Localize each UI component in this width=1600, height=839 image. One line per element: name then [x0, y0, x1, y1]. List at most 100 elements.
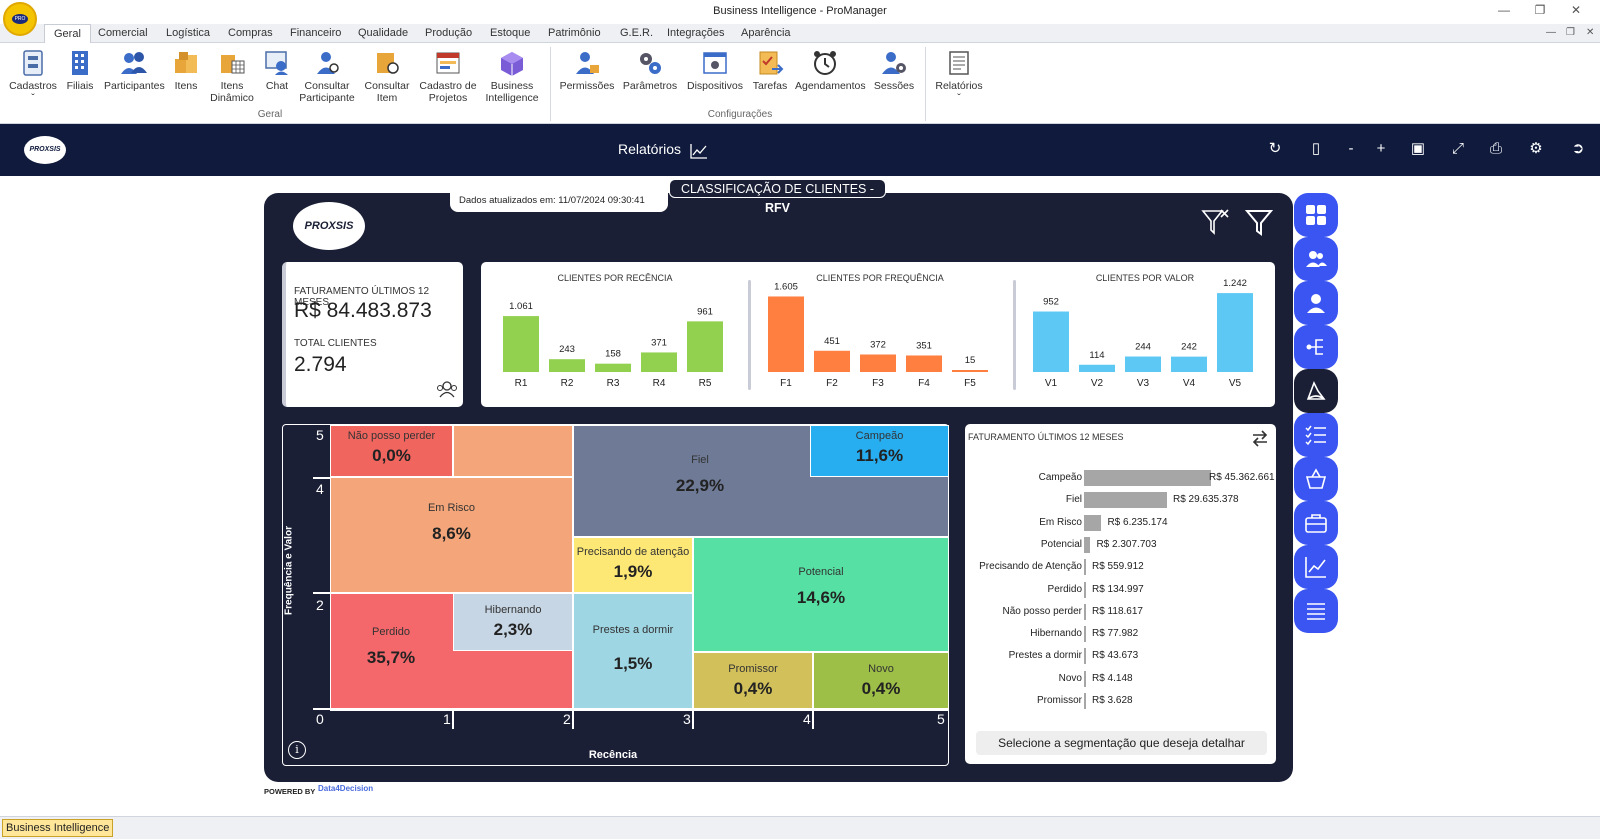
info-icon[interactable]: i — [288, 741, 306, 759]
bar-f5[interactable] — [952, 370, 988, 372]
status-item-bi[interactable]: Business Intelligence — [2, 819, 114, 837]
tarefas-button[interactable]: Tarefas — [740, 49, 800, 92]
tab-patrimonio[interactable]: Patrimônio — [548, 27, 601, 39]
bar-v2[interactable] — [1079, 364, 1115, 372]
segment-precisando-atencao[interactable]: Precisando de atenção 1,9% — [573, 537, 693, 593]
tab-aparencia[interactable]: Aparência — [741, 27, 791, 39]
business-intelligence-button[interactable]: Business Intelligence — [482, 49, 542, 104]
bar-f3[interactable] — [860, 354, 896, 372]
bar-r1[interactable] — [503, 316, 539, 372]
tab-logistica[interactable]: Logística — [166, 27, 211, 39]
segment-campeao[interactable]: Campeão 11,6% — [810, 425, 949, 477]
consultar-participante-button[interactable]: Consultar Participante — [297, 49, 357, 104]
nav-user[interactable] — [1294, 281, 1338, 325]
nav-list[interactable] — [1294, 589, 1338, 633]
segment-bar[interactable] — [1084, 648, 1086, 665]
zoom-in-icon[interactable]: + — [1376, 140, 1386, 157]
segment-label[interactable]: Fiel — [1065, 494, 1082, 506]
filiais-button[interactable]: Filiais — [50, 49, 110, 92]
zoom-out-icon[interactable]: - — [1348, 140, 1354, 157]
parametros-button[interactable]: Parâmetros — [620, 49, 680, 92]
tab-financeiro[interactable]: Financeiro — [290, 27, 342, 39]
bar-v5[interactable] — [1217, 293, 1253, 372]
segment-novo[interactable]: Novo 0,4% — [813, 652, 949, 709]
segment-potencial[interactable]: Potencial 14,6% — [693, 537, 949, 652]
mdi-minimize-icon[interactable]: — — [1546, 27, 1556, 38]
filter-icon[interactable] — [1244, 207, 1274, 237]
bar-r4[interactable] — [641, 352, 677, 372]
participantes-button[interactable]: Participantes — [104, 49, 165, 92]
bar-r5[interactable] — [687, 321, 723, 372]
bar-f2[interactable] — [814, 350, 850, 372]
clear-filter-icon[interactable] — [1200, 207, 1230, 237]
tab-producao[interactable]: Produção — [425, 27, 473, 39]
app-logo[interactable]: PRO — [3, 2, 37, 36]
gear-icon[interactable]: ⚙ — [1529, 140, 1543, 157]
bar-f1[interactable] — [768, 296, 804, 372]
segment-label[interactable]: Promissor — [1036, 695, 1082, 706]
collapse-icon[interactable]: ⤢ — [1451, 140, 1464, 157]
nav-basket[interactable] — [1294, 457, 1338, 501]
segment-bar[interactable] — [1084, 581, 1086, 598]
consultar-item-button[interactable]: Consultar Item — [357, 49, 417, 104]
itens-button[interactable]: Itens — [156, 49, 216, 92]
segment-bar[interactable] — [1084, 626, 1086, 643]
permissoes-button[interactable]: Permissões — [557, 49, 617, 92]
cadastro-projetos-button[interactable]: Cadastro de Projetos — [418, 49, 478, 104]
tab-geral[interactable]: Geral — [44, 24, 91, 44]
swap-icon[interactable] — [1251, 429, 1269, 447]
fit-screen-icon[interactable]: ▣ — [1410, 140, 1426, 157]
tab-integracoes[interactable]: Integrações — [667, 27, 725, 39]
segment-em-risco-top[interactable] — [453, 425, 573, 477]
segment-label[interactable]: Hibernando — [1030, 628, 1082, 640]
mdi-close-icon[interactable]: ✕ — [1586, 27, 1595, 38]
nav-checklist[interactable] — [1294, 413, 1338, 457]
sessoes-button[interactable]: Sessões — [864, 49, 924, 92]
exit-icon[interactable]: ➲ — [1571, 140, 1585, 157]
segment-bar[interactable] — [1084, 492, 1167, 509]
refresh-icon[interactable]: ↻ — [1268, 140, 1282, 157]
nav-flow[interactable] — [1294, 325, 1338, 369]
select-segment-button[interactable]: Selecione a segmentação que deseja detal… — [976, 731, 1267, 755]
cadastros-button[interactable]: Cadastros ˇ — [3, 49, 63, 104]
segment-bar[interactable] — [1084, 514, 1102, 531]
segment-bar[interactable] — [1084, 536, 1091, 553]
segment-label[interactable]: Campeão — [1038, 472, 1082, 483]
segment-label[interactable]: Precisando de Atenção — [979, 561, 1082, 573]
segment-em-risco[interactable]: Em Risco 8,6% — [330, 477, 573, 593]
bar-r2[interactable] — [549, 359, 585, 372]
chat-button[interactable]: Chat — [247, 49, 307, 92]
segment-label[interactable]: Potencial — [1040, 538, 1082, 550]
mdi-restore-icon[interactable]: ❐ — [1566, 27, 1575, 38]
segment-label[interactable]: Não posso perder — [1002, 605, 1083, 617]
agendamentos-button[interactable]: Agendamentos — [795, 49, 866, 92]
tab-estoque[interactable]: Estoque — [490, 27, 531, 39]
segment-bar[interactable] — [1084, 670, 1086, 687]
tab-compras[interactable]: Compras — [228, 27, 273, 39]
segment-nao-posso-perder[interactable]: Não posso perder 0,0% — [330, 425, 453, 477]
bar-v4[interactable] — [1171, 356, 1207, 372]
nav-dashboard[interactable] — [1294, 193, 1338, 237]
tab-comercial[interactable]: Comercial — [98, 27, 148, 39]
minimize-icon[interactable]: — — [1498, 3, 1510, 17]
close-icon[interactable]: ✕ — [1570, 3, 1582, 17]
segment-prestes-a-dormir[interactable]: Prestes a dormir 1,5% — [573, 593, 693, 709]
segment-label[interactable]: Novo — [1058, 672, 1082, 684]
mobile-icon[interactable]: ▯ — [1311, 140, 1321, 157]
segment-promissor[interactable]: Promissor 0,4% — [693, 652, 813, 709]
segment-bar[interactable] — [1084, 470, 1211, 486]
bar-f4[interactable] — [906, 355, 942, 372]
tab-ger[interactable]: G.E.R. — [620, 27, 654, 39]
segment-label[interactable]: Prestes a dormir — [1008, 650, 1082, 662]
print-icon[interactable]: ⎙ — [1489, 140, 1502, 157]
nav-trend[interactable] — [1294, 545, 1338, 589]
segment-label[interactable]: Perdido — [1047, 583, 1082, 595]
bar-v1[interactable] — [1033, 311, 1069, 372]
nav-clients[interactable] — [1294, 237, 1338, 281]
bar-r3[interactable] — [595, 363, 631, 372]
relatorios-button[interactable]: Relatórios ˇ — [929, 49, 989, 104]
bar-v3[interactable] — [1125, 356, 1161, 372]
nav-rfv[interactable] — [1294, 369, 1338, 413]
segment-bar[interactable] — [1084, 559, 1086, 576]
tab-qualidade[interactable]: Qualidade — [358, 27, 409, 39]
